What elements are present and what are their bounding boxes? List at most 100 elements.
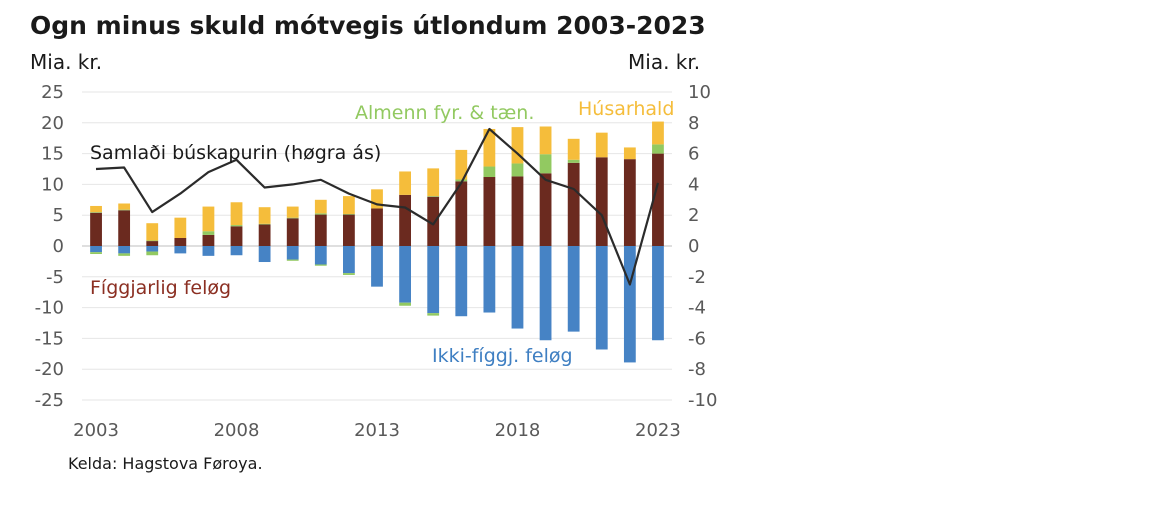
- left-axis-label: Mia. kr.: [30, 50, 102, 74]
- bar-segment: [146, 223, 159, 241]
- bar-segment: [118, 253, 131, 256]
- bar-segment: [427, 196, 440, 246]
- y-tick-left: -20: [35, 359, 64, 380]
- bar-segment: [399, 246, 411, 303]
- bar-segment: [202, 246, 215, 256]
- chart-title: Ogn minus skuld mótvegis útlondum 2003-2…: [30, 11, 706, 40]
- bar-segment: [286, 217, 299, 219]
- bar-segment: [90, 205, 102, 213]
- bar-segment: [539, 126, 552, 155]
- bar-segment: [202, 234, 215, 246]
- bar-segment: [483, 246, 496, 313]
- bar-segment: [286, 246, 299, 260]
- bar-segment: [427, 168, 440, 197]
- y-tick-left: 25: [41, 82, 64, 103]
- y-tick-right: -4: [688, 298, 706, 319]
- y-tick-left: 5: [53, 205, 64, 226]
- bar-segment: [371, 189, 383, 209]
- bar-segment: [511, 163, 524, 177]
- bar-segment: [623, 147, 636, 160]
- bar-segment: [652, 246, 664, 341]
- bar-segment: [399, 171, 411, 195]
- bar-segment: [118, 203, 131, 210]
- bar-segment: [343, 213, 355, 215]
- bar-segment: [427, 246, 440, 314]
- y-tick-right: 4: [688, 174, 699, 195]
- x-tick: 2003: [73, 420, 119, 441]
- y-tick-right: -6: [688, 328, 706, 349]
- bar-segment: [511, 246, 524, 329]
- bar-layer: [90, 121, 664, 363]
- bar-segment: [202, 206, 215, 232]
- x-tick: 2008: [214, 420, 260, 441]
- bar-segment: [258, 246, 271, 263]
- bar-segment: [511, 127, 524, 164]
- bar-segment: [146, 246, 159, 252]
- total-economy-line: [95, 127, 660, 286]
- bar-segment: [371, 208, 383, 246]
- bar-segment: [230, 246, 243, 256]
- bar-segment: [90, 252, 102, 255]
- annotation-financial: Fíggjarlig feløg: [90, 277, 231, 299]
- bar-segment: [483, 128, 496, 167]
- x-tick: 2018: [495, 420, 541, 441]
- bar-segment: [118, 209, 131, 211]
- bar-segment: [652, 121, 664, 145]
- bar-segment: [567, 162, 580, 246]
- bar-segment: [146, 240, 159, 242]
- bar-segment: [483, 166, 496, 178]
- bar-segment: [455, 246, 468, 317]
- bar-segment: [174, 246, 187, 254]
- bar-segment: [427, 196, 440, 197]
- annotation-non-financial: Ikki-fíggj. feløg: [432, 345, 573, 367]
- bar-segment: [455, 179, 468, 182]
- bar-segment: [427, 313, 440, 316]
- bar-segment: [230, 202, 243, 226]
- bar-segment: [567, 138, 580, 160]
- bar-segment: [314, 264, 327, 266]
- bar-segment: [511, 176, 524, 246]
- y-tick-right: 2: [688, 205, 699, 226]
- y-tick-right: -8: [688, 359, 706, 380]
- bar-segment: [455, 149, 468, 180]
- bar-segment: [286, 218, 299, 246]
- y-tick-left: 10: [41, 174, 64, 195]
- bar-segment: [399, 302, 411, 306]
- bar-segment: [539, 246, 552, 341]
- bar-segment: [314, 214, 327, 246]
- bar-segment: [118, 210, 131, 246]
- bar-segment: [286, 206, 299, 218]
- bar-segment: [483, 177, 496, 246]
- bar-segment: [455, 181, 468, 246]
- bar-segment: [343, 273, 355, 275]
- y-tick-right: 6: [688, 144, 699, 165]
- right-axis-label: Mia. kr.: [628, 50, 700, 74]
- x-tick: 2013: [354, 420, 400, 441]
- bar-segment: [567, 246, 580, 332]
- y-tick-left: 0: [53, 236, 64, 257]
- bar-segment: [90, 246, 102, 253]
- y-tick-right: 8: [688, 113, 699, 134]
- bar-segment: [399, 194, 411, 246]
- bar-segment: [314, 213, 327, 215]
- bar-segment: [343, 214, 355, 246]
- bar-segment: [146, 251, 159, 256]
- y-tick-right: 10: [688, 82, 711, 103]
- bar-segment: [371, 246, 383, 287]
- y-tick-left: -15: [35, 328, 64, 349]
- y-tick-left: -25: [35, 390, 64, 411]
- y-tick-left: 20: [41, 113, 64, 134]
- bar-segment: [343, 246, 355, 274]
- bar-segment: [314, 199, 327, 214]
- bar-segment: [539, 173, 552, 246]
- annotation-total-economy: Samlaði búskapurin (høgra ás): [90, 142, 381, 164]
- line-layer: [95, 127, 660, 286]
- bar-segment: [174, 217, 187, 238]
- bar-segment: [258, 224, 271, 246]
- y-tick-right: -10: [688, 390, 717, 411]
- bar-segment: [286, 259, 299, 261]
- y-tick-left: -10: [35, 298, 64, 319]
- y-tick-left: 15: [41, 144, 64, 165]
